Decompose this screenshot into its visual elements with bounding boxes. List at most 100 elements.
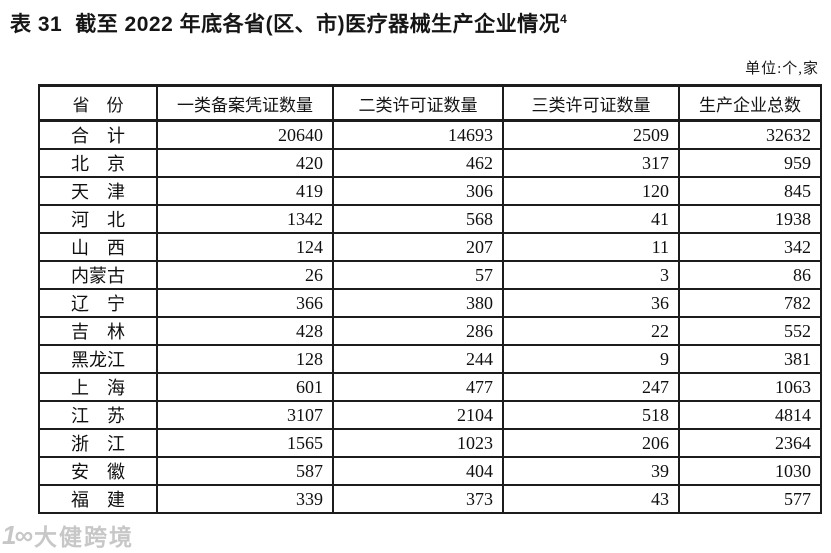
province-medical-device-table: 省 份一类备案凭证数量 二类许可证数量 三类许可证数量 生产企业总数 合 计 20640…: [38, 84, 822, 514]
province-cell: 山 西: [38, 232, 158, 262]
value-cell: 11: [502, 232, 680, 262]
value-cell: 428: [156, 316, 334, 346]
table-header-row: 省 份一类备案凭证数量 二类许可证数量 三类许可证数量 生产企业总数: [38, 84, 822, 122]
value-cell: 39: [502, 456, 680, 486]
province-cell: 内蒙古: [38, 260, 158, 290]
value-cell: 32632: [678, 119, 822, 150]
column-header: 二类许可证数量: [332, 84, 504, 122]
value-cell: 380: [332, 288, 504, 318]
province-cell: 福 建: [38, 484, 158, 514]
value-cell: 247: [502, 372, 680, 402]
footnote-reference: 4: [560, 12, 568, 26]
column-header: 生产企业总数: [678, 84, 822, 122]
value-cell: 306: [332, 176, 504, 206]
value-cell: 845: [678, 176, 822, 206]
column-header: 一类备案凭证数量: [156, 84, 334, 122]
value-cell: 286: [332, 316, 504, 346]
province-cell: 天 津: [38, 176, 158, 206]
table-body: 合 计 20640 14693 2509 32632 北 京 420 462 317 959 天 津…: [38, 119, 822, 514]
table-row: 安 徽 587 404 39 1030: [38, 456, 822, 486]
province-cell: 合 计: [38, 119, 158, 150]
table-row: 吉 林 428 286 22 552: [38, 316, 822, 346]
value-cell: 339: [156, 484, 334, 514]
value-cell: 20640: [156, 119, 334, 150]
value-cell: 317: [502, 148, 680, 178]
column-header: 三类许可证数量: [502, 84, 680, 122]
value-cell: 86: [678, 260, 822, 290]
value-cell: 4814: [678, 400, 822, 430]
value-cell: 1342: [156, 204, 334, 234]
value-cell: 477: [332, 372, 504, 402]
value-cell: 381: [678, 344, 822, 374]
value-cell: 120: [502, 176, 680, 206]
value-cell: 587: [156, 456, 334, 486]
watermark-logo-icon: 1∞: [2, 519, 33, 550]
value-cell: 601: [156, 372, 334, 402]
column-header: 省 份: [38, 84, 158, 122]
unit-note: 单位:个,家: [745, 61, 819, 77]
table-row: 合 计 20640 14693 2509 32632: [38, 119, 822, 150]
value-cell: 1023: [332, 428, 504, 458]
value-cell: 577: [678, 484, 822, 514]
value-cell: 14693: [332, 119, 504, 150]
value-cell: 462: [332, 148, 504, 178]
value-cell: 3107: [156, 400, 334, 430]
value-cell: 782: [678, 288, 822, 318]
value-cell: 36: [502, 288, 680, 318]
watermark-text: 大健跨境: [34, 524, 134, 550]
value-cell: 124: [156, 232, 334, 262]
value-cell: 373: [332, 484, 504, 514]
value-cell: 568: [332, 204, 504, 234]
value-cell: 1030: [678, 456, 822, 486]
province-cell: 黑龙江: [38, 344, 158, 374]
value-cell: 342: [678, 232, 822, 262]
value-cell: 206: [502, 428, 680, 458]
value-cell: 2364: [678, 428, 822, 458]
province-cell: 江 苏: [38, 400, 158, 430]
value-cell: 366: [156, 288, 334, 318]
province-cell: 浙 江: [38, 428, 158, 458]
province-cell: 安 徽: [38, 456, 158, 486]
value-cell: 2509: [502, 119, 680, 150]
value-cell: 2104: [332, 400, 504, 430]
value-cell: 518: [502, 400, 680, 430]
table-row: 河 北 1342 568 41 1938: [38, 204, 822, 234]
value-cell: 9: [502, 344, 680, 374]
value-cell: 404: [332, 456, 504, 486]
table-number-label: 表 31: [10, 13, 63, 36]
value-cell: 22: [502, 316, 680, 346]
table-row: 福 建 339 373 43 577: [38, 484, 822, 514]
value-cell: 128: [156, 344, 334, 374]
value-cell: 57: [332, 260, 504, 290]
province-cell: 北 京: [38, 148, 158, 178]
table-row: 黑龙江 128 244 9 381: [38, 344, 822, 374]
page-title: 表 31 截至 2022 年底各省(区、市)医疗器械生产企业情况4: [10, 8, 567, 38]
province-cell: 河 北: [38, 204, 158, 234]
value-cell: 43: [502, 484, 680, 514]
table-row: 天 津 419 306 120 845: [38, 176, 822, 206]
value-cell: 41: [502, 204, 680, 234]
value-cell: 420: [156, 148, 334, 178]
value-cell: 207: [332, 232, 504, 262]
value-cell: 1063: [678, 372, 822, 402]
value-cell: 552: [678, 316, 822, 346]
table-row: 山 西 124 207 11 342: [38, 232, 822, 262]
table-row: 北 京 420 462 317 959: [38, 148, 822, 178]
table-title-text: 截至 2022 年底各省(区、市)医疗器械生产企业情况: [75, 13, 561, 36]
watermark: 1∞ 大健跨境: [2, 518, 134, 552]
value-cell: 1565: [156, 428, 334, 458]
table-row: 浙 江 1565 1023 206 2364: [38, 428, 822, 458]
province-cell: 辽 宁: [38, 288, 158, 318]
value-cell: 244: [332, 344, 504, 374]
value-cell: 419: [156, 176, 334, 206]
table-row: 辽 宁 366 380 36 782: [38, 288, 822, 318]
province-cell: 吉 林: [38, 316, 158, 346]
table-row: 内蒙古 26 57 3 86: [38, 260, 822, 290]
province-cell: 上 海: [38, 372, 158, 402]
value-cell: 3: [502, 260, 680, 290]
value-cell: 26: [156, 260, 334, 290]
value-cell: 1938: [678, 204, 822, 234]
table-row: 江 苏 3107 2104 518 4814: [38, 400, 822, 430]
table-row: 上 海 601 477 247 1063: [38, 372, 822, 402]
value-cell: 959: [678, 148, 822, 178]
